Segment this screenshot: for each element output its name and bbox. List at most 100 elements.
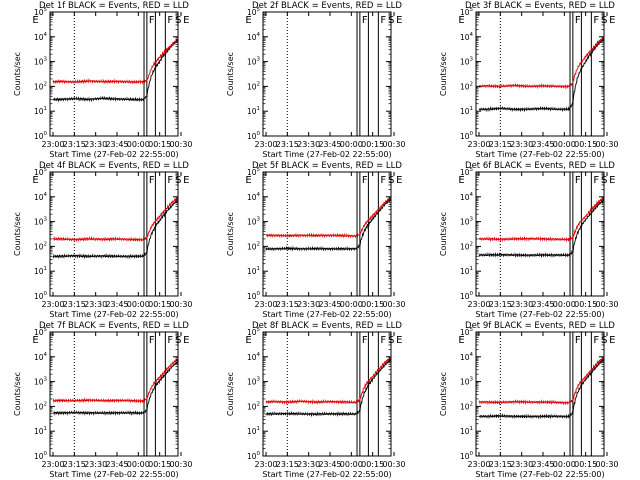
y-tick-label: 104 [247, 352, 261, 362]
y-tick-label: 100 [247, 451, 261, 461]
marker-letter: E [396, 175, 402, 186]
marker-letter: E [458, 335, 464, 346]
y-tick-label: 101 [247, 426, 260, 436]
x-tick-label: 23:45 [105, 300, 128, 309]
y-tick-exponent: 4 [44, 192, 48, 198]
y-tick-exponent: 3 [470, 377, 474, 383]
y-tick-exponent: 1 [257, 106, 261, 112]
y-tick-label: 103 [34, 57, 48, 67]
y-tick-exponent: 1 [470, 266, 474, 272]
y-tick-label: 102 [34, 241, 47, 251]
x-axis-title: Start Time (27-Feb-02 22:55:00) [262, 310, 391, 319]
y-tick-label: 105 [34, 327, 48, 337]
y-tick-label: 102 [460, 81, 473, 91]
series-line-lld [265, 356, 391, 406]
marker-letter: F [380, 175, 386, 186]
y-axis-title: Counts/sec [13, 212, 22, 256]
y-tick-label: 100 [34, 291, 48, 301]
y-tick-label: 102 [34, 401, 47, 411]
y-tick-exponent: 5 [257, 167, 261, 173]
detector-panel: Det 4f BLACK = Events, RED = LLD23:0023:… [13, 161, 193, 319]
x-tick-label: 00:30 [595, 300, 618, 309]
marker-letter: F [380, 335, 386, 346]
panel-title: Det 8f BLACK = Events, RED = LLD [252, 321, 402, 331]
x-tick-label: 23:45 [105, 460, 128, 469]
x-tick-label: 00:15 [361, 460, 384, 469]
panel-title: Det 3f BLACK = Events, RED = LLD [465, 1, 615, 11]
y-axis-title: Counts/sec [226, 372, 235, 416]
y-tick-exponent: 1 [44, 266, 48, 272]
y-tick-exponent: 3 [470, 57, 474, 63]
y-tick-label: 102 [34, 81, 47, 91]
x-tick-label: 00:30 [595, 140, 618, 149]
detector-panel: Det 3f BLACK = Events, RED = LLD23:0023:… [439, 1, 619, 159]
y-axis-title: Counts/sec [226, 212, 235, 256]
x-tick-label: 23:30 [297, 140, 320, 149]
x-tick-label: 00:15 [361, 300, 384, 309]
y-tick-label: 104 [247, 32, 261, 42]
y-tick-label: 104 [247, 192, 261, 202]
x-tick-label: 23:00 [254, 460, 277, 469]
y-tick-label: 101 [34, 266, 47, 276]
marker-letter: F [380, 15, 386, 26]
y-tick-exponent: 0 [44, 131, 48, 137]
y-tick-exponent: 1 [470, 426, 474, 432]
y-tick-label: 103 [247, 217, 261, 227]
x-tick-label: 23:45 [318, 300, 341, 309]
y-tick-exponent: 4 [257, 192, 261, 198]
plot-area [286, 12, 391, 136]
y-tick-label: 102 [460, 241, 473, 251]
y-tick-exponent: 3 [257, 57, 261, 63]
y-tick-exponent: 0 [44, 291, 48, 297]
y-tick-label: 103 [34, 377, 48, 387]
y-axis-title: Counts/sec [439, 372, 448, 416]
y-tick-exponent: 1 [257, 266, 261, 272]
y-tick-label: 103 [34, 217, 48, 227]
y-tick-label: 104 [34, 352, 48, 362]
y-tick-exponent: 2 [470, 81, 474, 87]
marker-letter: E [245, 335, 251, 346]
y-tick-exponent: 4 [257, 352, 261, 358]
y-tick-exponent: 5 [470, 7, 474, 13]
marker-letter: S [601, 175, 607, 186]
x-tick-label: 00:30 [169, 140, 192, 149]
y-tick-label: 101 [247, 106, 260, 116]
panel-frame [475, 331, 605, 457]
x-tick-label: 23:30 [297, 460, 320, 469]
y-tick-label: 103 [247, 57, 261, 67]
y-tick-label: 100 [247, 131, 261, 141]
marker-letter: F [167, 175, 173, 186]
y-tick-exponent: 3 [44, 217, 48, 223]
y-tick-label: 100 [460, 451, 474, 461]
y-axis-title: Counts/sec [226, 52, 235, 96]
x-tick-label: 23:30 [510, 300, 533, 309]
marker-letter: E [396, 335, 402, 346]
panel-title: Det 1f BLACK = Events, RED = LLD [39, 1, 189, 11]
x-tick-label: 00:30 [169, 460, 192, 469]
y-tick-exponent: 5 [470, 167, 474, 173]
y-tick-exponent: 5 [44, 167, 48, 173]
y-tick-label: 101 [460, 426, 473, 436]
y-tick-exponent: 5 [44, 7, 48, 13]
panel-frame [49, 331, 179, 457]
marker-letter: E [609, 15, 615, 26]
y-tick-exponent: 1 [257, 426, 261, 432]
y-tick-exponent: 4 [470, 352, 474, 358]
x-tick-label: 00:00 [340, 300, 363, 309]
x-tick-label: 23:45 [531, 460, 554, 469]
y-tick-exponent: 2 [44, 241, 48, 247]
x-tick-label: 00:00 [127, 460, 150, 469]
y-tick-label: 104 [34, 32, 48, 42]
marker-letter: F [149, 175, 155, 186]
x-tick-label: 23:15 [489, 460, 512, 469]
x-tick-label: 00:00 [127, 140, 150, 149]
y-tick-label: 104 [460, 32, 474, 42]
plot-area [265, 172, 391, 296]
marker-letter: F [149, 335, 155, 346]
plot-area [265, 332, 391, 456]
x-tick-label: 23:30 [510, 460, 533, 469]
x-tick-label: 23:15 [63, 300, 86, 309]
y-tick-exponent: 2 [470, 241, 474, 247]
series-line-lld [265, 196, 391, 239]
y-tick-label: 104 [34, 192, 48, 202]
